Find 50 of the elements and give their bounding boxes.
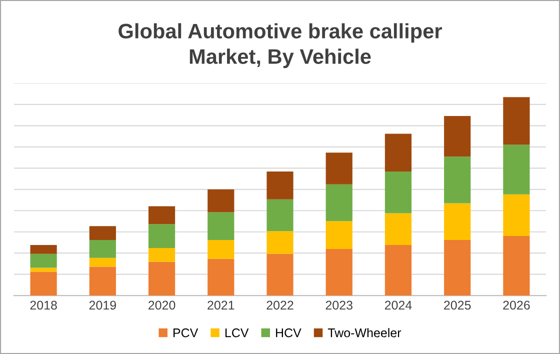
bar (148, 224, 176, 248)
x-tick-label: 2024 (384, 300, 412, 310)
bar (384, 244, 412, 296)
bar (266, 199, 294, 232)
x-tick-label: 2020 (148, 300, 176, 310)
legend-label: LCV (225, 328, 249, 338)
bar (326, 184, 352, 222)
bar (208, 189, 234, 212)
x-tick-label: 2018 (30, 300, 57, 310)
bar (444, 240, 471, 296)
legend-label: PCV (174, 328, 198, 338)
bar (444, 156, 471, 204)
bar (503, 194, 530, 236)
x-tick-label: 2019 (89, 300, 116, 310)
bar (208, 258, 234, 296)
bar (503, 236, 530, 296)
bar (30, 272, 57, 296)
bar (326, 152, 352, 184)
bar (384, 213, 412, 245)
x-tick-label: 2022 (266, 300, 294, 310)
bar (444, 203, 471, 240)
x-tick-label: 2026 (503, 300, 530, 310)
legend-label: Two-Wheeler (328, 328, 402, 338)
bar (444, 116, 471, 157)
bar (30, 254, 57, 268)
bar (89, 240, 116, 258)
bar (30, 244, 57, 254)
bar (148, 262, 176, 296)
bar (208, 212, 234, 240)
bar (503, 144, 530, 194)
x-tick-label: 2023 (326, 300, 352, 310)
bar (326, 221, 352, 249)
x-tick-label: 2025 (444, 300, 471, 310)
bar (148, 206, 176, 224)
bar (384, 172, 412, 214)
legend-label: HCV (276, 328, 302, 338)
bar (148, 248, 176, 262)
bar (503, 97, 530, 145)
bar (266, 231, 294, 254)
bar (384, 134, 412, 172)
bar (89, 266, 116, 296)
chart-title: Global Automotive brake calliper Market, By Vehicle (118, 23, 442, 68)
x-tick-label: 2021 (208, 300, 234, 310)
bar (30, 268, 57, 272)
bar (89, 226, 116, 240)
bar (208, 240, 234, 259)
bar (266, 172, 294, 200)
bar (326, 248, 352, 296)
bar (89, 258, 116, 267)
bar (266, 254, 294, 296)
